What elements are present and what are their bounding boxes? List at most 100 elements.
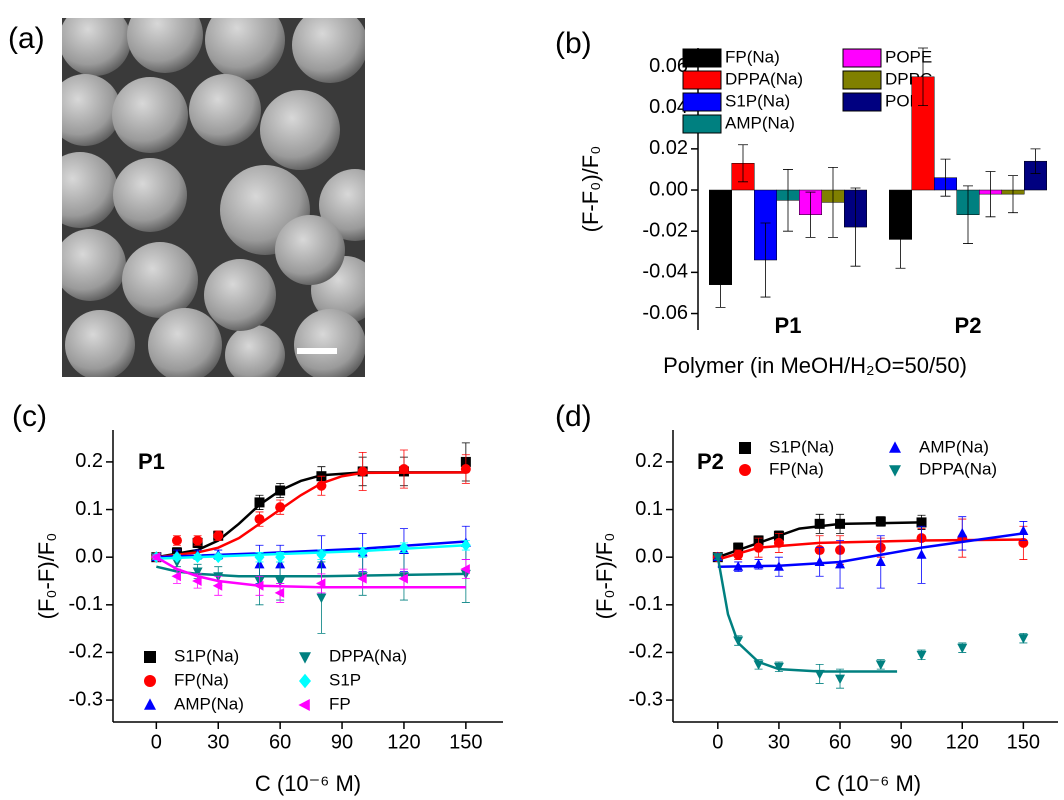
y-axis-label: (F-F₀)/F₀ (578, 146, 603, 233)
x-tick-label: 0 (712, 731, 723, 753)
y-tick-label: 0.1 (75, 498, 103, 520)
data-point (774, 538, 784, 548)
x-tick-label: 60 (269, 731, 291, 753)
data-point (1018, 634, 1028, 644)
y-tick-label: -0.3 (69, 688, 103, 710)
panel-label: (d) (555, 400, 592, 433)
y-tick-label: -0.1 (629, 593, 663, 615)
x-tick-label: 90 (890, 731, 912, 753)
data-point (255, 497, 265, 507)
data-point (876, 516, 886, 526)
annotation: P1 (138, 449, 165, 474)
data-point (917, 549, 927, 559)
legend-label: FP(Na) (174, 670, 229, 689)
y-tick-label: -0.2 (629, 641, 663, 663)
data-point (733, 550, 743, 560)
data-point (192, 576, 202, 586)
data-point (213, 531, 223, 541)
data-point (193, 536, 203, 546)
data-point (172, 536, 182, 546)
panel-label: (b) (555, 27, 592, 60)
figure: (a) (b) (F-F₀)/F₀ Polymer (in MeOH/H₂O=50/… (0, 0, 1064, 800)
legend-marker (298, 699, 309, 711)
data-point (815, 670, 825, 680)
legend-swatch (843, 71, 881, 89)
y-tick-label: -0.1 (69, 593, 103, 615)
y-tick-label: 0.04 (649, 96, 688, 118)
scale-bar (297, 348, 337, 354)
fit-line (156, 557, 466, 587)
data-point (213, 551, 223, 563)
x-tick-label: 120 (387, 731, 420, 753)
legend-label: AMP(Na) (725, 113, 795, 132)
legend-label: FP(Na) (725, 47, 780, 66)
data-point (399, 464, 409, 474)
x-tick-label: 120 (946, 731, 979, 753)
legend-marker (144, 698, 156, 709)
legend-swatch (843, 49, 881, 67)
y-tick-label: -0.3 (629, 688, 663, 710)
x-tick-label: 30 (207, 731, 229, 753)
y-tick-label: -0.02 (642, 219, 688, 241)
data-point (316, 594, 326, 604)
legend-swatch (683, 49, 721, 67)
data-point (1018, 525, 1028, 535)
sem-image (42, 0, 391, 385)
legend-label: FP (329, 694, 351, 713)
x-tick-label: P2 (955, 313, 982, 338)
y-tick-label: 0.06 (649, 55, 688, 77)
legend-swatch (683, 115, 721, 133)
legend-swatch (683, 93, 721, 111)
data-point (876, 556, 886, 566)
y-tick-label: 0.00 (649, 178, 688, 200)
y-tick-label: 0.2 (635, 450, 663, 472)
data-point (876, 660, 886, 670)
fit-line (718, 557, 897, 671)
data-point (316, 481, 326, 491)
data-point (835, 675, 845, 685)
y-axis-label: (F₀-F)/F₀ (34, 533, 59, 620)
data-point (815, 519, 825, 529)
data-point (754, 559, 764, 569)
y-tick-label: 0.1 (635, 498, 663, 520)
legend-label: S1P (329, 670, 361, 689)
legend-label: FP(Na) (769, 459, 824, 478)
data-point (213, 581, 223, 591)
legend-label: S1P(Na) (769, 437, 834, 456)
data-point (754, 543, 764, 553)
data-point (815, 556, 825, 566)
legend-swatch (843, 93, 881, 111)
panel-label: (a) (8, 22, 45, 55)
x-axis-label: Polymer (in MeOH/H₂O=50/50) (663, 353, 967, 378)
data-point (754, 660, 764, 670)
y-tick-label: 0.02 (649, 137, 688, 159)
fit-line (718, 533, 1024, 566)
x-tick-label: 30 (768, 731, 790, 753)
data-point (957, 644, 967, 654)
legend-label: S1P(Na) (174, 646, 239, 665)
fit-line (156, 541, 466, 557)
legend-label: POPE (885, 47, 932, 66)
y-tick-label: 0.2 (75, 450, 103, 472)
x-axis-label: C (10⁻⁶ M) (255, 771, 361, 796)
legend-swatch (683, 71, 721, 89)
x-axis-label: C (10⁻⁶ M) (815, 771, 921, 796)
data-point (461, 464, 471, 474)
legend-marker (299, 674, 311, 688)
legend-label: DPPA(Na) (725, 69, 803, 88)
annotation: P2 (697, 449, 724, 474)
legend-label: AMP(Na) (174, 694, 244, 713)
y-tick-label: 0.0 (635, 545, 663, 567)
data-point (358, 466, 368, 476)
fit-line (156, 567, 466, 577)
data-point (275, 502, 285, 512)
legend-label: AMP(Na) (919, 437, 989, 456)
data-point (835, 519, 845, 529)
legend-marker (739, 442, 751, 454)
legend-marker (739, 464, 751, 476)
x-tick-label: 0 (151, 731, 162, 753)
legend-label: S1P(Na) (725, 91, 790, 110)
x-tick-label: 150 (1007, 731, 1040, 753)
page: {"image_panel": {"label": "(a)"}, "chart… (0, 0, 1064, 800)
y-tick-label: -0.06 (642, 302, 688, 324)
